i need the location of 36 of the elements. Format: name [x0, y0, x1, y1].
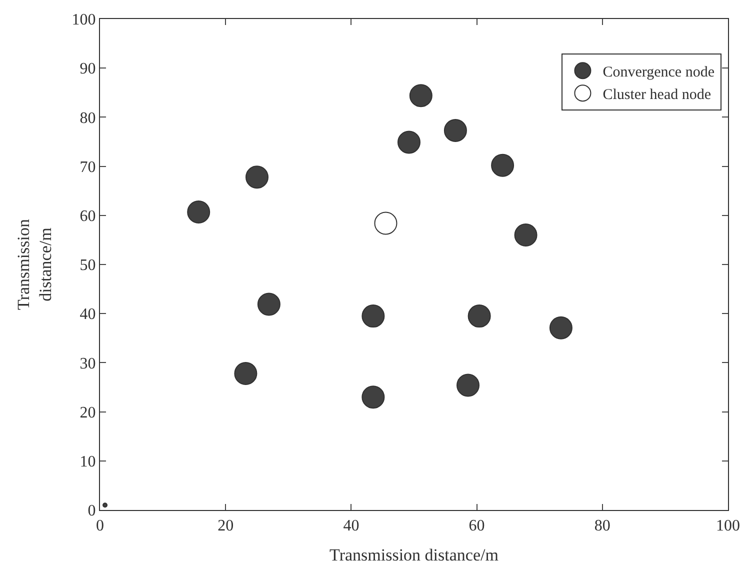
y-tick-label: 10	[80, 454, 96, 470]
point	[362, 304, 385, 328]
point	[102, 502, 108, 508]
legend-label: Convergence node	[602, 64, 715, 80]
x-tick-label: 40	[343, 517, 360, 534]
y-tick-label: 40	[80, 306, 96, 324]
point	[468, 304, 491, 328]
x-tick-label: 20	[218, 517, 234, 534]
y-tick-label: 100	[72, 12, 96, 29]
point	[444, 118, 467, 142]
legend-label: Cluster head node	[602, 86, 712, 103]
y-tick-label: 20	[80, 404, 96, 422]
point	[491, 154, 514, 177]
point	[362, 386, 385, 409]
y-tick-label: 70	[80, 158, 96, 176]
y-tick-label: 0	[88, 502, 96, 520]
y-tick-label: 50	[80, 257, 96, 274]
point	[549, 316, 572, 340]
y-tick-label: 90	[80, 60, 96, 78]
x-tick-label: 80	[594, 517, 610, 534]
point	[374, 212, 398, 235]
y-tick-label: 60	[80, 208, 96, 225]
point	[456, 374, 480, 397]
point	[397, 130, 420, 154]
y-axis-title: Transmission distance/m	[14, 218, 56, 310]
point	[234, 362, 258, 385]
y-tick-label: 80	[80, 110, 96, 127]
point	[514, 224, 538, 247]
x-tick-label: 100	[716, 517, 740, 534]
y-tick-label: 30	[80, 355, 96, 372]
point	[246, 166, 268, 189]
point	[187, 200, 210, 224]
point	[257, 292, 280, 316]
x-axis-title: Transmission distance/m	[330, 546, 498, 565]
x-tick-label: 60	[468, 517, 485, 534]
point	[409, 84, 432, 108]
